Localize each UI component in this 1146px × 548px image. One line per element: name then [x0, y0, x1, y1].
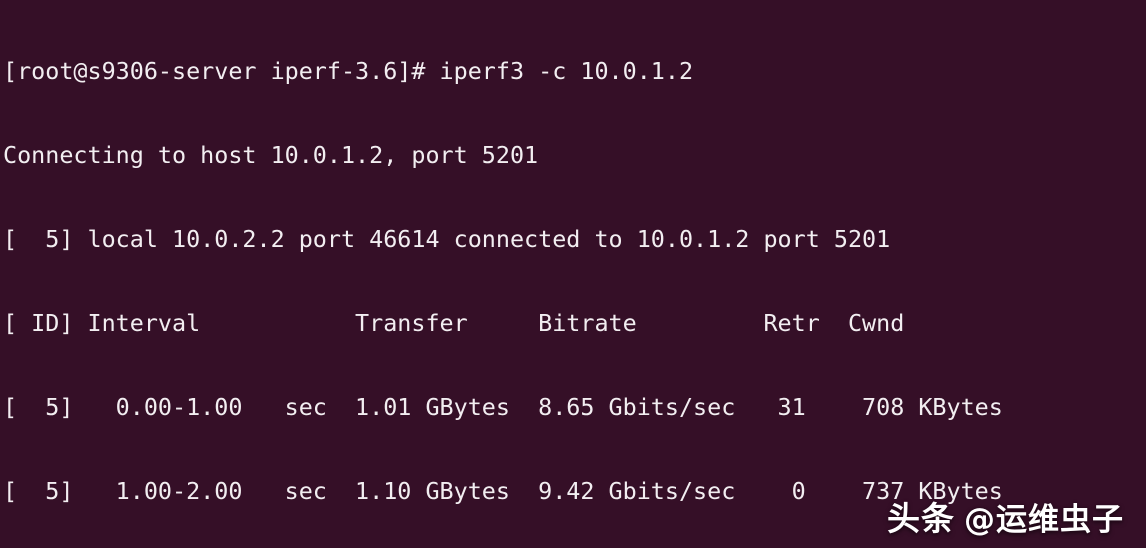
- terminal-line-connecting: Connecting to host 10.0.1.2, port 5201: [3, 141, 539, 169]
- terminal-line-interval-row: [ 5] 0.00-1.00 sec 1.01 GBytes 8.65 Gbit…: [3, 393, 1003, 421]
- terminal-line-prompt-command: [root@s9306-server iperf-3.6]# iperf3 -c…: [3, 57, 694, 85]
- terminal-line-connected: [ 5] local 10.0.2.2 port 46614 connected…: [3, 225, 891, 253]
- terminal-line-interval-header: [ ID] Interval Transfer Bitrate Retr Cwn…: [3, 309, 905, 337]
- terminal-line-interval-row: [ 5] 1.00-2.00 sec 1.10 GBytes 9.42 Gbit…: [3, 477, 1003, 505]
